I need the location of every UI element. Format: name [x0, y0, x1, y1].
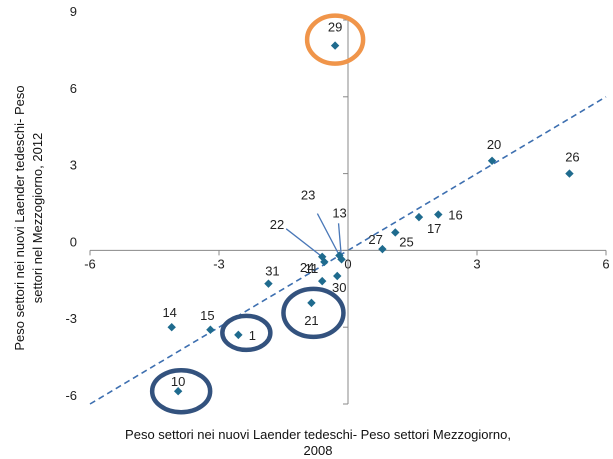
y-tick-label: -3	[65, 311, 77, 326]
highlight-circle-21	[281, 286, 346, 340]
data-point-21	[307, 298, 316, 308]
y-axis-title-line-1: Peso settori nei nuovi Laender tedeschi-…	[12, 85, 27, 350]
point-label-1: 1	[249, 328, 256, 343]
point-label-26: 26	[565, 150, 579, 165]
point-label-15: 15	[200, 308, 214, 323]
x-tick-label: 0	[344, 256, 351, 271]
point-label-22: 22	[270, 217, 284, 232]
data-point-14	[167, 323, 176, 332]
data-point-30	[333, 271, 342, 281]
callout-line-23	[316, 213, 340, 256]
point-label-21: 21	[304, 313, 318, 328]
point-label-25: 25	[399, 234, 413, 249]
data-point-27	[378, 244, 387, 254]
y-tick-label: 0	[70, 234, 77, 249]
x-tick-label: -3	[213, 256, 225, 271]
point-label-13: 13	[332, 205, 346, 220]
point-label-20: 20	[487, 137, 501, 152]
x-tick-label: -6	[84, 256, 96, 271]
point-label-31: 31	[265, 264, 279, 279]
point-label-17: 17	[427, 221, 441, 236]
data-point-16	[434, 210, 443, 219]
callout-line-22	[285, 228, 323, 258]
data-point-17	[414, 212, 424, 222]
data-point-1	[234, 330, 243, 340]
data-point-29	[330, 41, 340, 50]
point-label-23: 23	[301, 188, 315, 203]
highlight-circle-29	[304, 13, 366, 66]
point-label-29: 29	[328, 20, 342, 35]
data-point-11	[318, 276, 327, 286]
y-tick-label: 6	[70, 81, 77, 96]
point-label-10: 10	[171, 374, 185, 389]
y-tick-label: 3	[70, 158, 77, 173]
data-point-25	[391, 228, 400, 237]
highlight-circle-1	[220, 313, 273, 353]
y-axis-title-line-2: settori nel Mezzogiorno, 2012	[30, 133, 45, 304]
point-label-11: 11	[305, 261, 319, 276]
y-tick-label: -6	[65, 388, 77, 403]
data-point-15	[206, 325, 215, 334]
y-tick-label: 9	[70, 4, 77, 19]
point-label-27: 27	[368, 232, 382, 247]
data-point-10	[173, 387, 183, 396]
point-label-14: 14	[162, 305, 176, 320]
data-point-22	[318, 252, 327, 261]
point-label-16: 16	[448, 208, 462, 223]
x-axis-title-line-1: Peso settori nei nuovi Laender tedeschi-…	[125, 427, 511, 442]
x-axis-title-line-2: 2008	[304, 443, 333, 458]
data-point-13	[337, 255, 346, 264]
highlight-circle-10	[149, 367, 213, 415]
x-tick-label: 3	[473, 256, 480, 271]
point-label-30: 30	[332, 280, 346, 295]
data-point-26	[565, 169, 574, 178]
point-label-24: 24	[300, 260, 314, 275]
data-point-31	[264, 279, 273, 288]
data-point-20	[487, 156, 497, 165]
x-tick-label: 6	[602, 256, 609, 271]
